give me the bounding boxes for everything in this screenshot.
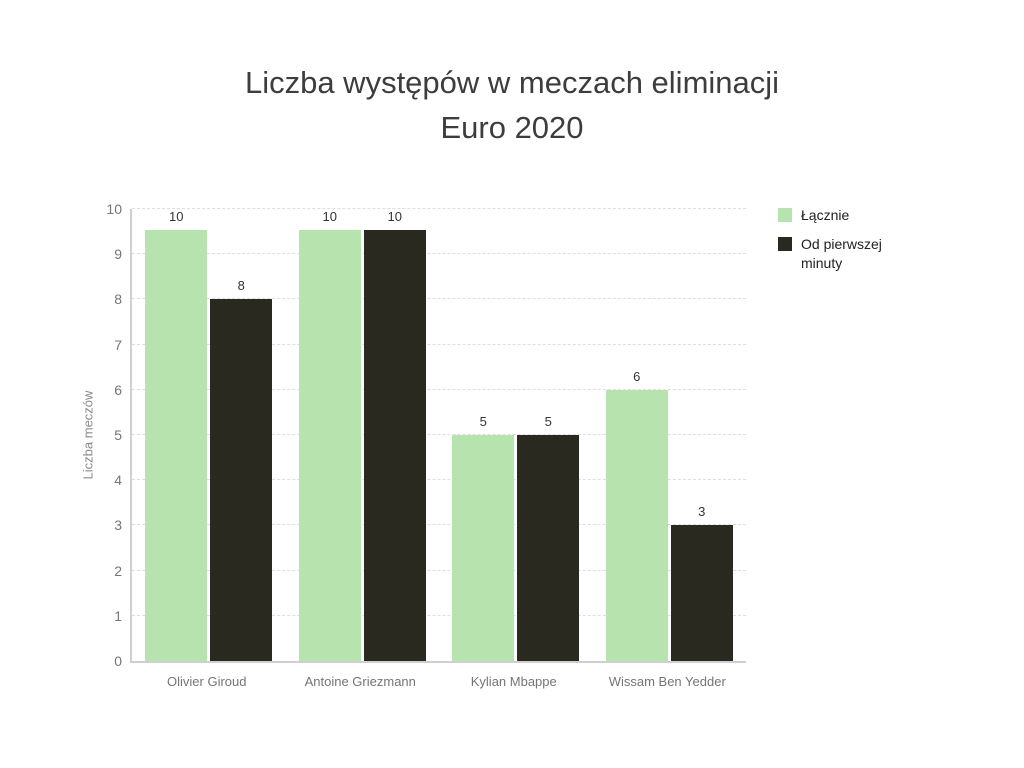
- legend-item-lacznie[interactable]: Łącznie: [778, 206, 905, 226]
- chart-title-line1: Liczba występów w meczach eliminacji: [244, 65, 780, 100]
- gridline: [132, 434, 746, 435]
- bar-groups: 10 8 10 10 5 5 6 3: [132, 209, 746, 661]
- bar-group: 10 10: [286, 209, 440, 661]
- y-tick-label: 3: [114, 517, 122, 534]
- gridline: [132, 479, 746, 481]
- bar-value-label: 5: [479, 414, 487, 429]
- bar[interactable]: [210, 299, 273, 661]
- bar-wrap: 5: [452, 209, 515, 661]
- gridline: [132, 298, 746, 300]
- legend-label-lacznie: Łącznie: [801, 207, 850, 223]
- x-category-label: Antoine Griezmann: [304, 674, 416, 689]
- bar[interactable]: [145, 230, 208, 661]
- legend-label-od-pierwszej-minuty: Od pierwszej minuty: [801, 235, 882, 272]
- bar-wrap: 3: [670, 209, 733, 661]
- gridline: [132, 569, 746, 571]
- bar-value-label: 8: [237, 278, 245, 294]
- gridline: [132, 253, 746, 255]
- y-tick-label: 6: [114, 381, 122, 398]
- bar-group: 10 8: [132, 209, 286, 661]
- bar-wrap: 5: [517, 209, 580, 661]
- legend-item-od-pierwszej-minuty[interactable]: Od pierwszej minuty: [778, 235, 905, 274]
- bar-wrap: 6: [605, 209, 668, 661]
- bar-wrap: 10: [145, 209, 208, 661]
- y-tick-label: 0: [114, 653, 122, 669]
- bar[interactable]: [605, 389, 668, 661]
- bar-value-label: 10: [322, 209, 337, 224]
- plot-area: 10 8 10 10 5 5 6 3: [130, 208, 746, 663]
- x-category-label: Wissam Ben Yedder: [608, 674, 726, 689]
- y-tick-label: 9: [114, 246, 122, 263]
- gridlines: [132, 208, 746, 661]
- bar[interactable]: [363, 230, 426, 661]
- bar-value-label: 10: [169, 209, 184, 224]
- gridline: [132, 208, 746, 209]
- bar-wrap: 10: [363, 209, 426, 661]
- y-axis-ticks: 0 1 2 3 4 5 6 7 8 9 10: [0, 201, 122, 669]
- bar-value-label: 3: [698, 504, 706, 520]
- x-category-label: Olivier Giroud: [167, 674, 247, 689]
- bar-value-label: 6: [633, 368, 641, 384]
- y-tick-label: 2: [114, 562, 122, 579]
- y-tick-label: 7: [114, 336, 122, 353]
- y-tick-label: 1: [114, 607, 122, 624]
- legend-swatch-lacznie-icon: [778, 208, 792, 222]
- chart-title: Liczba występów w meczach eliminacji Eur…: [0, 60, 1024, 150]
- y-tick-label: 8: [114, 291, 122, 308]
- bar-value-label: 5: [544, 414, 552, 429]
- bar-wrap: 10: [298, 209, 361, 661]
- gridline: [132, 614, 746, 616]
- x-category-label: Kylian Mbappe: [470, 674, 557, 689]
- gridline: [132, 388, 746, 390]
- y-tick-label: 10: [106, 201, 122, 217]
- legend: Łącznie Od pierwszej minuty: [778, 206, 905, 274]
- x-axis-labels: Olivier Giroud Antoine Griezmann Kylian Mb…: [130, 674, 744, 689]
- bar[interactable]: [452, 435, 515, 661]
- legend-swatch-od-pierwszej-minuty-icon: [778, 236, 792, 251]
- bar-wrap: 8: [210, 209, 273, 661]
- gridline: [132, 343, 746, 345]
- gridline: [132, 524, 746, 526]
- y-tick-label: 5: [114, 427, 122, 443]
- bar[interactable]: [298, 230, 361, 661]
- bar[interactable]: [517, 435, 580, 661]
- y-tick-label: 4: [114, 472, 122, 489]
- chart-title-line2: Euro 2020: [440, 110, 584, 145]
- bar-value-label: 10: [387, 209, 402, 224]
- bar[interactable]: [670, 525, 733, 661]
